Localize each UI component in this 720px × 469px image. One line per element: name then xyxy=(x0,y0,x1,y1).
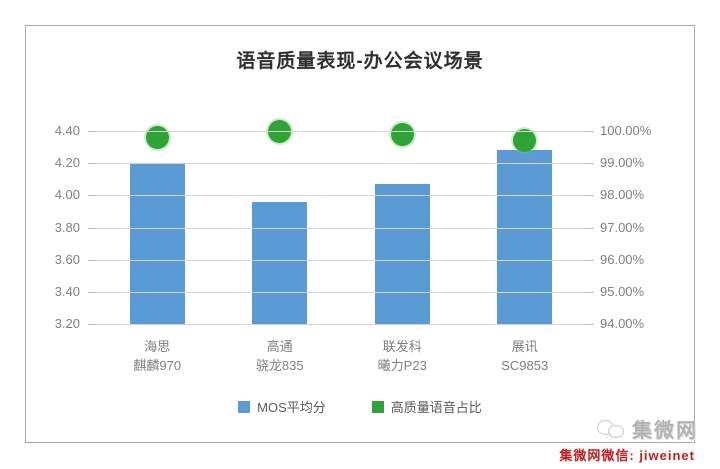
right-axis-tick-label: 97.00% xyxy=(600,219,645,235)
category-label: 海思麒麟970 xyxy=(96,337,219,375)
left-axis-tick-label: 3.80 xyxy=(54,219,80,235)
left-axis-tick-label: 4.40 xyxy=(54,123,80,138)
right-axis-tick-label: 98.00% xyxy=(600,187,645,203)
legend-label-mos: MOS平均分 xyxy=(257,400,326,415)
jiweinet-logo-text: 集微网 xyxy=(632,420,698,442)
legend-item-ratio: 高质量语音占比 xyxy=(371,397,482,416)
left-axis-tick xyxy=(88,259,96,261)
category-label-line2: 曦力P23 xyxy=(377,358,427,373)
mos-bar xyxy=(497,150,553,324)
category-label: 联发科曦力P23 xyxy=(341,337,464,375)
gridline xyxy=(96,131,586,132)
gridline xyxy=(96,259,586,261)
category-label-line2: SC9853 xyxy=(501,358,549,373)
left-axis-tick xyxy=(88,131,96,132)
ratio-dot xyxy=(390,122,414,146)
category-label-line1: 高通 xyxy=(266,339,293,354)
chart-title: 语音质量表现-办公会议场景 xyxy=(236,51,484,72)
legend-item-mos: MOS平均分 xyxy=(238,397,326,416)
category-label-line2: 骁龙835 xyxy=(255,358,304,373)
right-axis-tick xyxy=(586,163,594,165)
mos-bar xyxy=(374,184,430,324)
left-axis-tick xyxy=(88,227,96,229)
category-label: 高通骁龙835 xyxy=(219,337,342,375)
category-label: 展讯 SC9853 xyxy=(464,337,587,375)
right-axis-tick xyxy=(586,324,594,325)
mos-bar xyxy=(129,163,185,324)
gridline xyxy=(96,324,586,325)
jiweinet-logo-icon xyxy=(597,418,627,440)
right-axis-tick xyxy=(586,195,594,197)
gridline xyxy=(96,195,586,197)
left-axis-tick-label: 3.20 xyxy=(54,316,80,331)
left-axis-tick-label: 4.20 xyxy=(54,155,80,171)
plot-area xyxy=(96,119,586,324)
left-axis-tick-label: 3.40 xyxy=(54,283,80,299)
category-label-line2: 麒麟970 xyxy=(133,358,182,373)
legend-marker-ratio xyxy=(371,400,384,413)
jiweinet-watermark: 集微网 xyxy=(597,414,698,443)
category-label-line1: 海思 xyxy=(144,339,171,354)
right-axis-tick-label: 100.00% xyxy=(600,123,652,138)
left-axis-tick xyxy=(88,195,96,197)
gridline xyxy=(96,291,586,293)
wechat-caption: 集微网微信: jiweinet xyxy=(559,448,695,463)
left-axis-tick-label: 3.60 xyxy=(54,251,80,267)
right-axis-tick-label: 94.00% xyxy=(600,316,645,331)
left-axis-tick xyxy=(88,291,96,293)
gridline xyxy=(96,163,586,165)
left-axis-tick-label: 4.00 xyxy=(54,187,80,203)
right-axis-tick xyxy=(586,227,594,229)
legend-label-ratio: 高质量语音占比 xyxy=(390,400,482,415)
right-axis-tick-label: 96.00% xyxy=(600,251,645,267)
ratio-dot xyxy=(513,129,537,153)
legend-marker-mos xyxy=(238,400,251,413)
right-axis-tick-label: 95.00% xyxy=(600,283,645,299)
right-axis-tick xyxy=(586,291,594,293)
right-axis-tick xyxy=(586,259,594,261)
category-label-line1: 联发科 xyxy=(382,339,422,354)
gridline xyxy=(96,227,586,229)
chart-frame: 语音质量表现-办公会议场景 4.40 100.00% 4.20 99.00% 4.00 9… xyxy=(25,25,695,443)
right-axis-tick xyxy=(586,131,594,132)
right-axis-tick-label: 99.00% xyxy=(600,155,645,171)
left-axis-tick xyxy=(88,324,96,325)
category-label-line1: 展讯 xyxy=(511,339,538,354)
ratio-dot xyxy=(145,125,169,149)
mos-bar xyxy=(252,201,308,324)
legend: MOS平均分 高质量语音占比 xyxy=(26,397,694,416)
left-axis-tick xyxy=(88,163,96,165)
